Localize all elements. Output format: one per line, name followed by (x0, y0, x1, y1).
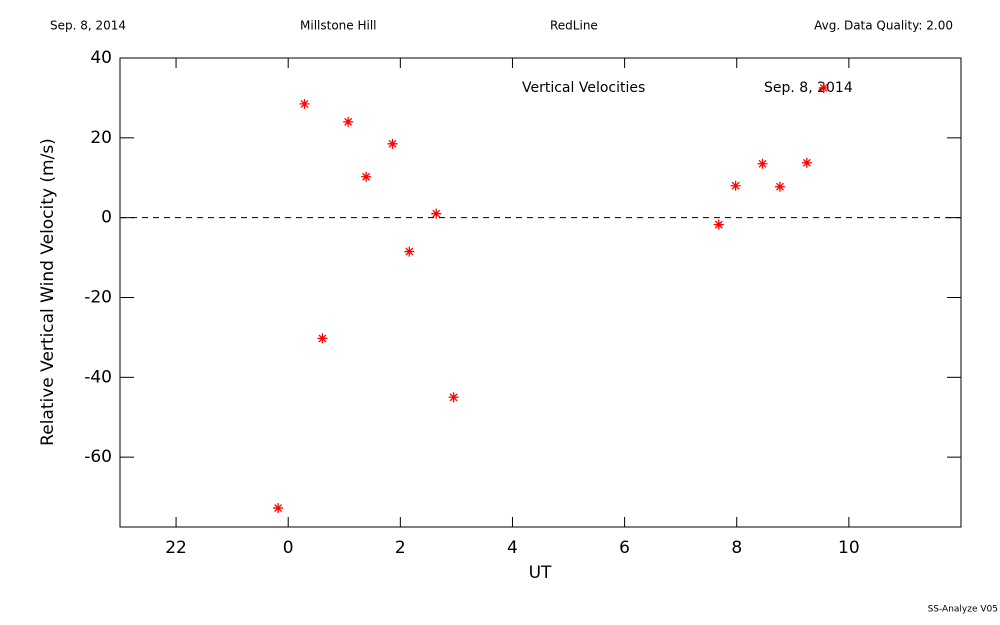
x-tick-label: 6 (619, 538, 630, 558)
y-tick-label: 20 (90, 128, 112, 148)
data-point (387, 138, 398, 149)
x-tick-label: 8 (731, 538, 742, 558)
data-point (774, 181, 785, 192)
data-point (317, 333, 328, 344)
y-tick-label: -40 (84, 367, 112, 387)
x-tick-label: 22 (165, 538, 187, 558)
y-tick-label: -60 (84, 447, 112, 467)
annotation: Sep. 8, 2014 (764, 80, 853, 96)
x-axis-label: UT (529, 563, 552, 583)
y-tick-label: 40 (90, 48, 112, 68)
data-point (713, 219, 724, 230)
header-quality: Avg. Data Quality: 2.00 (814, 19, 953, 33)
header-date: Sep. 8, 2014 (50, 19, 126, 33)
data-point (431, 208, 442, 219)
data-point (801, 157, 812, 168)
data-point (730, 180, 741, 191)
data-point (818, 82, 829, 93)
annotation: Vertical Velocities (522, 80, 645, 96)
data-point (361, 171, 372, 182)
x-tick-label: 2 (395, 538, 406, 558)
footer: SS-Analyze V05 (928, 605, 998, 615)
y-tick-label: 0 (101, 208, 112, 228)
data-point (273, 503, 284, 514)
y-axis-label: Relative Vertical Wind Velocity (m/s) (38, 138, 58, 446)
x-tick-label: 10 (838, 538, 860, 558)
header-instrument: RedLine (550, 19, 598, 33)
x-tick-label: 4 (507, 538, 518, 558)
y-tick-label: -20 (84, 287, 112, 307)
data-point (343, 116, 354, 127)
plot-frame (119, 57, 962, 528)
header-site: Millstone Hill (300, 19, 376, 33)
x-tick-label: 0 (283, 538, 294, 558)
data-point (757, 158, 768, 169)
data-point (404, 246, 415, 257)
data-point (448, 392, 459, 403)
data-point (299, 98, 310, 109)
